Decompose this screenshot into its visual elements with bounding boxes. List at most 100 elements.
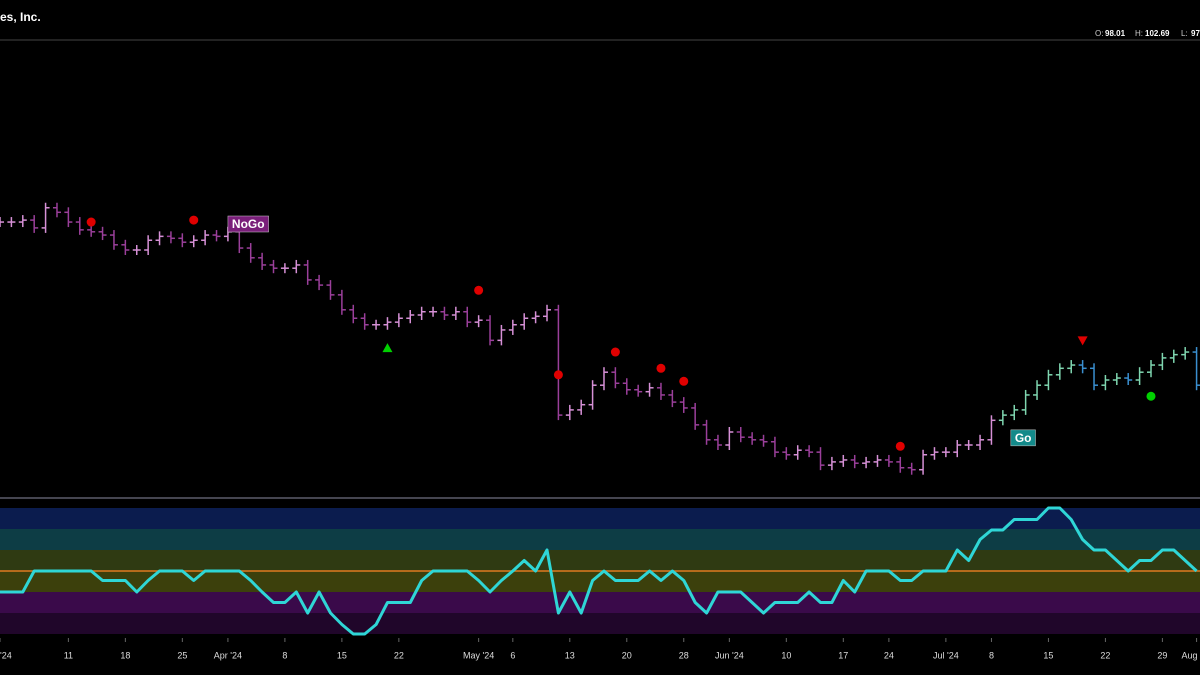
price-bar: [7, 217, 16, 228]
price-bar: [189, 235, 198, 248]
price-bar: [109, 230, 118, 250]
price-bar: [280, 263, 289, 274]
price-bar: [1124, 373, 1133, 385]
price-bar: [178, 233, 187, 248]
signal-dot: [656, 363, 666, 373]
x-tick-label: '24: [0, 650, 12, 660]
price-bar: [850, 454, 859, 469]
price-bar: [987, 415, 996, 445]
price-bar: [1112, 373, 1121, 385]
x-tick-label: 11: [64, 650, 73, 660]
price-bar: [1135, 367, 1144, 385]
price-bar: [622, 378, 631, 395]
price-bar: [1078, 360, 1087, 374]
price-bar: [1055, 363, 1064, 380]
price-bar: [1146, 360, 1155, 378]
x-tick-label: Jul '24: [933, 650, 959, 660]
x-tick-label: 20: [622, 650, 632, 660]
oscillator-band: [0, 613, 1200, 634]
price-bar: [634, 384, 643, 397]
signal-triangle: [382, 343, 393, 353]
price-bar: [827, 456, 836, 471]
x-tick-label: 8: [989, 650, 994, 660]
price-bar: [964, 440, 973, 450]
price-bar: [64, 207, 73, 228]
price-bar: [656, 382, 665, 400]
price-bar: [269, 259, 278, 274]
price-bar: [805, 445, 814, 458]
price-bar: [588, 380, 597, 410]
price-bar: [907, 462, 916, 475]
open-value: 98.01: [1105, 29, 1126, 38]
x-tick-label: 22: [1100, 650, 1110, 660]
x-tick-label: 18: [120, 650, 130, 660]
price-bar: [691, 402, 700, 430]
high-value: 102.69: [1145, 29, 1170, 38]
price-bar: [18, 215, 27, 228]
price-bar: [953, 440, 962, 458]
oscillator-band: [0, 592, 1200, 613]
x-tick-label: 25: [177, 650, 187, 660]
price-bar: [543, 304, 552, 322]
price-bar: [884, 454, 893, 467]
price-bar: [919, 449, 928, 475]
price-bar: [1033, 380, 1042, 400]
x-tick-label: 6: [510, 650, 515, 660]
price-bar: [166, 231, 175, 244]
price-bar: [770, 436, 779, 458]
price-bar: [930, 447, 939, 460]
open-label: O:: [1095, 29, 1103, 38]
price-bar: [315, 274, 324, 291]
x-tick-label: 22: [394, 650, 404, 660]
price-bar: [976, 434, 985, 450]
price-bar: [998, 410, 1007, 426]
price-bar: [599, 367, 608, 391]
price-bar: [736, 427, 745, 443]
x-tick-label: Aug '24: [1181, 650, 1200, 660]
price-bar: [155, 231, 164, 246]
price-bar: [394, 313, 403, 328]
signal-dot: [1146, 391, 1156, 401]
price-bar: [1044, 369, 1053, 391]
price-bar: [372, 319, 381, 330]
price-bar: [839, 454, 848, 467]
signal-dot: [895, 441, 905, 451]
signal-dot: [86, 217, 96, 227]
price-bar: [759, 434, 768, 447]
x-tick-label: 8: [282, 650, 287, 660]
signal-dot: [474, 285, 484, 295]
price-bar: [748, 432, 757, 445]
x-tick-label: 24: [884, 650, 894, 660]
price-bar: [611, 367, 620, 389]
signal-dot: [553, 370, 563, 380]
price-bar: [30, 215, 39, 233]
signal-dot: [679, 376, 689, 386]
annotation-label: Go: [1015, 431, 1032, 445]
signal-triangle: [1077, 336, 1088, 346]
price-bar: [144, 235, 153, 255]
price-bar: [782, 447, 791, 460]
price-bar: [87, 224, 96, 237]
price-bar: [360, 313, 369, 330]
oscillator-band: [0, 529, 1200, 550]
price-bar: [52, 202, 61, 218]
price-bar: [417, 306, 426, 320]
oscillator-band: [0, 508, 1200, 529]
price-bar: [713, 434, 722, 450]
x-tick-label: 15: [337, 650, 347, 660]
annotation-box: [1010, 429, 1036, 447]
price-bar: [326, 280, 335, 300]
price-bar: [896, 456, 905, 473]
price-bar: [303, 259, 312, 285]
price-bar: [531, 311, 540, 324]
price-bar: [725, 427, 734, 450]
price-bar: [1010, 404, 1019, 421]
price-bar: [41, 202, 50, 233]
price-bar: [1067, 360, 1076, 374]
price-bar: [212, 230, 221, 242]
x-tick-label: Jun '24: [715, 650, 744, 660]
price-bar: [132, 245, 141, 255]
price-bar: [554, 304, 563, 421]
